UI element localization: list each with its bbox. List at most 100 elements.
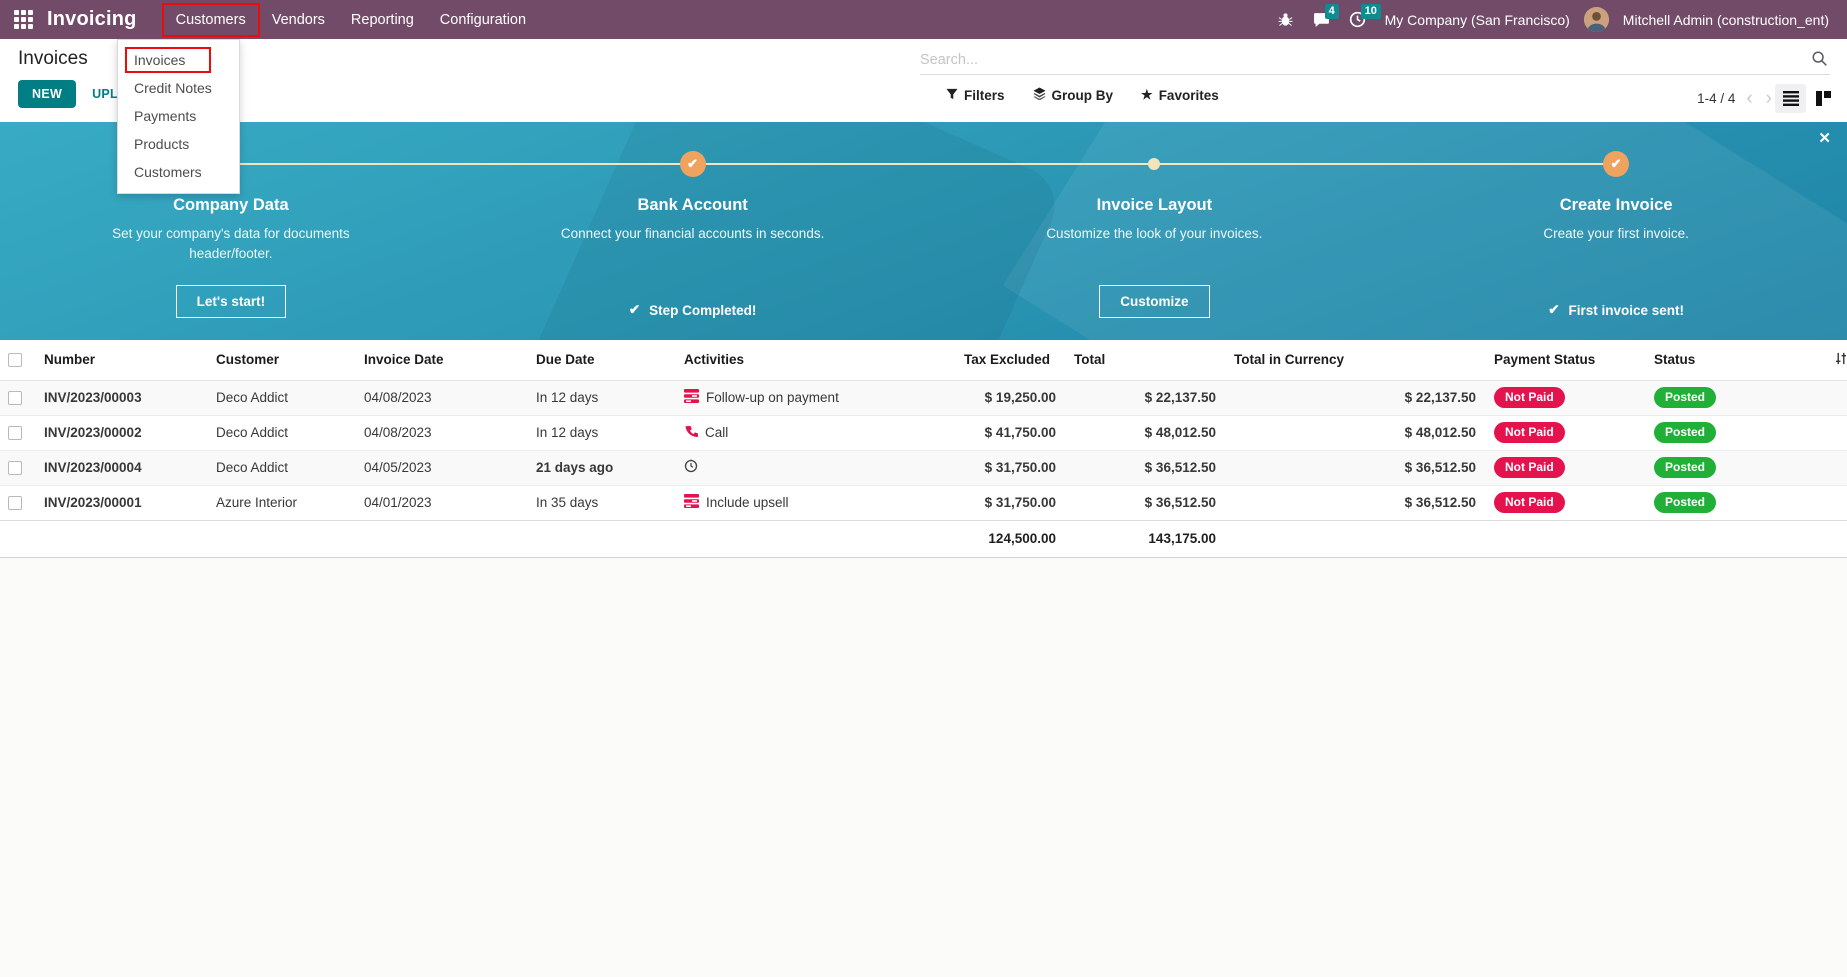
column-header-due-date[interactable]: Due Date [528,340,676,381]
group-by-button[interactable]: Group By [1032,87,1113,103]
onboarding-step-create-invoice: ✔ Create Invoice Create your first invoice… [1385,122,1847,340]
search-input[interactable]: Search... [920,45,1830,75]
cell-payment-status: Not Paid [1486,484,1646,520]
cell-status: Posted [1646,379,1826,415]
menu-item-payments[interactable]: Payments [134,108,197,124]
onboarding-banner: Company Data Set your company's data for … [0,122,1847,340]
list-view-icon[interactable] [1775,84,1806,113]
step-action: Customize [1099,285,1210,318]
row-checkbox-cell [0,449,36,485]
user-menu[interactable]: Mitchell Admin (construction_ent) [1622,11,1829,28]
app-name[interactable]: Invoicing [47,8,137,30]
invoice-row[interactable]: INV/2023/00002 Deco Addict 04/08/2023 In 12… [0,414,1847,450]
activities-clock-icon[interactable]: 10 [1345,3,1381,33]
activity[interactable]: Call [684,424,956,441]
cell-total: $ 36,512.50 [1066,484,1226,520]
step-title: Create Invoice [1559,196,1673,214]
status-badge: Posted [1654,492,1717,513]
onboarding-steps: Company Data Set your company's data for … [0,122,1847,340]
row-checkbox[interactable] [8,391,22,406]
list-activity-icon [684,494,699,511]
step-action-button-customize[interactable]: Customize [1099,285,1210,318]
row-checkbox-cell [0,484,36,520]
column-header-customer[interactable]: Customer [208,340,356,381]
menu-item-credit-notes[interactable]: Credit Notes [134,80,212,96]
step-action-button-let-s-start[interactable]: Let's start! [175,285,287,318]
status-badge: Posted [1654,387,1717,408]
layers-icon [1032,87,1046,103]
column-header-tax-excluded[interactable]: Tax Excluded [956,340,1066,381]
invoice-row[interactable]: INV/2023/00003 Deco Addict 04/08/2023 In 12… [0,379,1847,415]
total-tax-excluded: 124,500.00 [956,519,1066,558]
step-status-label: Step Completed! [649,302,757,318]
status-badge: Posted [1654,422,1717,443]
user-avatar[interactable] [1583,7,1609,32]
cell-customer: Deco Addict [208,379,356,415]
invoice-row[interactable]: INV/2023/00004 Deco Addict 04/05/2023 21 da… [0,449,1847,485]
table-header-row: Number Customer Invoice Date Due Date Activi… [0,340,1847,381]
nav-item-vendors[interactable]: Vendors [271,11,325,28]
star-icon: ★ [1141,87,1153,102]
activity[interactable]: Follow-up on payment [684,389,956,406]
step-title: Company Data [173,196,289,214]
cell-total-in-currency: $ 22,137.50 [1226,379,1486,415]
menu-item-invoices[interactable]: Invoices [118,46,239,74]
column-header-activities[interactable]: Activities [676,340,956,381]
filters-button[interactable]: Filters [946,88,1005,103]
search-icon[interactable] [1811,50,1828,72]
step-done-check-icon: ✔ [679,151,706,177]
status-badge: Posted [1654,457,1717,478]
column-header-total[interactable]: Total [1066,340,1226,381]
activity[interactable]: Include upsell [684,494,956,511]
invoice-row[interactable]: INV/2023/00001 Azure Interior 04/01/2023 In… [0,484,1847,520]
close-icon[interactable]: ✕ [1818,130,1831,147]
onboarding-step-invoice-layout: Invoice Layout Customize the look of your… [924,122,1386,340]
cell-customer: Deco Addict [208,449,356,485]
step-description: Set your company's data for documents he… [112,226,350,261]
column-header-invoice-date[interactable]: Invoice Date [356,340,528,381]
activities-badge: 10 [1360,3,1381,19]
column-header-payment-status[interactable]: Payment Status [1486,340,1646,381]
column-header-total-in-currency[interactable]: Total in Currency [1226,340,1486,381]
apps-grid-icon[interactable] [14,9,34,30]
new-button[interactable]: NEW [18,80,77,108]
optional-columns-icon[interactable] [1826,340,1847,381]
menu-item-products[interactable]: Products [134,136,190,152]
favorites-button[interactable]: ★ Favorites [1141,87,1219,103]
cell-tax-excluded: $ 41,750.00 [956,414,1066,450]
nav-item-configuration[interactable]: Configuration [439,11,527,28]
cell-activities: Call [676,414,956,450]
company-switcher[interactable]: My Company (San Francisco) [1384,11,1570,28]
payment-status-badge: Not Paid [1494,492,1565,513]
cell-tax-excluded: $ 19,250.00 [956,379,1066,415]
nav-item-customers[interactable]: Customers [161,2,260,37]
cell-activities: Follow-up on payment [676,379,956,415]
cell-due-date: In 12 days [528,414,676,450]
cell-payment-status: Not Paid [1486,379,1646,415]
nav-item-reporting[interactable]: Reporting [350,11,414,28]
phone-activity-icon [684,424,699,441]
column-header-status[interactable]: Status [1646,340,1826,381]
funnel-icon [946,88,958,103]
customers-dropdown-menu: Invoices Credit Notes Payments Products Cust… [117,39,240,194]
row-checkbox[interactable] [8,496,22,511]
row-checkbox[interactable] [8,461,22,476]
column-header-number[interactable]: Number [36,340,208,381]
pager-previous-icon[interactable]: ‹ [1746,87,1753,109]
step-done-check-icon: ✔ [1603,151,1630,177]
row-checkbox[interactable] [8,426,22,441]
cell-total: $ 36,512.50 [1066,449,1226,485]
debug-bug-icon[interactable] [1273,7,1299,33]
activity-label: Follow-up on payment [706,390,839,405]
pager-next-icon[interactable]: › [1765,87,1772,109]
activity[interactable] [684,459,956,476]
page-title: Invoices [18,48,88,69]
menu-item-customers[interactable]: Customers [134,164,202,180]
select-all-checkbox[interactable] [8,353,22,368]
cell-invoice-date: 04/08/2023 [356,379,528,415]
kanban-view-icon[interactable] [1808,84,1839,113]
messages-icon[interactable]: 4 [1309,3,1339,33]
cell-spacer [1826,449,1847,485]
cell-status: Posted [1646,484,1826,520]
cell-tax-excluded: $ 31,750.00 [956,484,1066,520]
